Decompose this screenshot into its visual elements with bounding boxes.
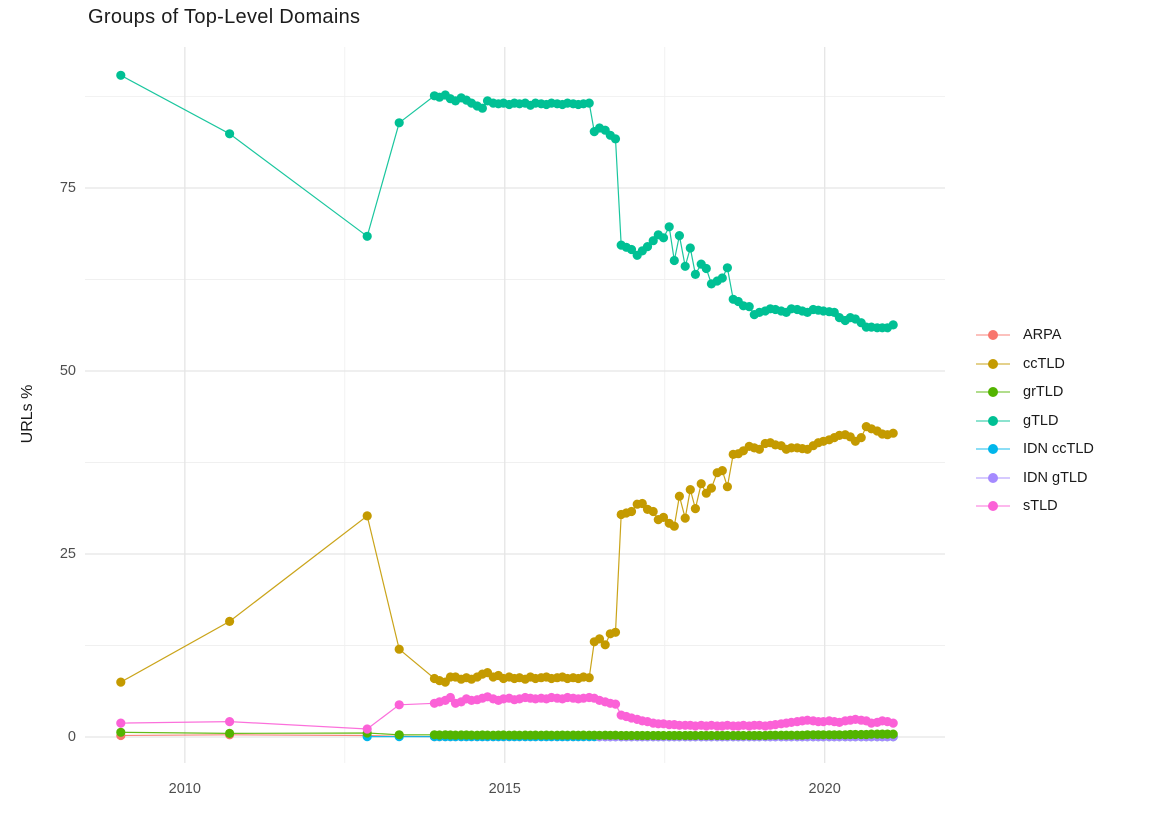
legend-item-gtld: gTLD: [976, 407, 1094, 436]
legend: ARPA ccTLD grTLD gTLD IDN ccTLD IDN gTLD sTLD: [976, 321, 1094, 521]
legend-key-icon: [976, 499, 1010, 513]
legend-key-icon: [976, 414, 1010, 428]
x-tick-2020: 2020: [808, 781, 841, 797]
y-tick-75: 75: [59, 179, 76, 196]
legend-item-idn-cctld: IDN ccTLD: [976, 435, 1094, 464]
series-ccTLD: [116, 422, 898, 687]
legend-key-icon: [976, 328, 1010, 342]
legend-key-icon: [976, 385, 1010, 399]
grid-lines: [85, 47, 945, 763]
legend-item-idn-gtld: IDN gTLD: [976, 464, 1094, 493]
legend-label: gTLD: [1023, 412, 1059, 429]
legend-item-stld: sTLD: [976, 492, 1094, 521]
y-tick-50: 50: [59, 362, 76, 379]
series-sTLD: [116, 692, 898, 734]
legend-key-icon: [976, 471, 1010, 485]
legend-label: ARPA: [1023, 327, 1062, 344]
legend-label: ccTLD: [1023, 355, 1065, 372]
legend-label: IDN gTLD: [1023, 469, 1088, 486]
chart-title: Groups of Top-Level Domains: [88, 6, 361, 28]
x-tick-2010: 2010: [168, 781, 201, 797]
legend-item-grtld: grTLD: [976, 378, 1094, 407]
legend-item-arpa: ARPA: [976, 321, 1094, 350]
legend-label: grTLD: [1023, 384, 1064, 401]
series-gTLD: [116, 70, 898, 333]
x-tick-2015: 2015: [488, 781, 521, 797]
series-grTLD: [116, 727, 898, 741]
y-tick-25: 25: [59, 546, 76, 562]
legend-label: sTLD: [1023, 498, 1058, 515]
legend-item-cctld: ccTLD: [976, 350, 1094, 379]
y-tick-0: 0: [67, 729, 76, 745]
legend-key-icon: [976, 442, 1010, 456]
legend-key-icon: [976, 357, 1010, 371]
legend-label: IDN ccTLD: [1023, 441, 1094, 458]
